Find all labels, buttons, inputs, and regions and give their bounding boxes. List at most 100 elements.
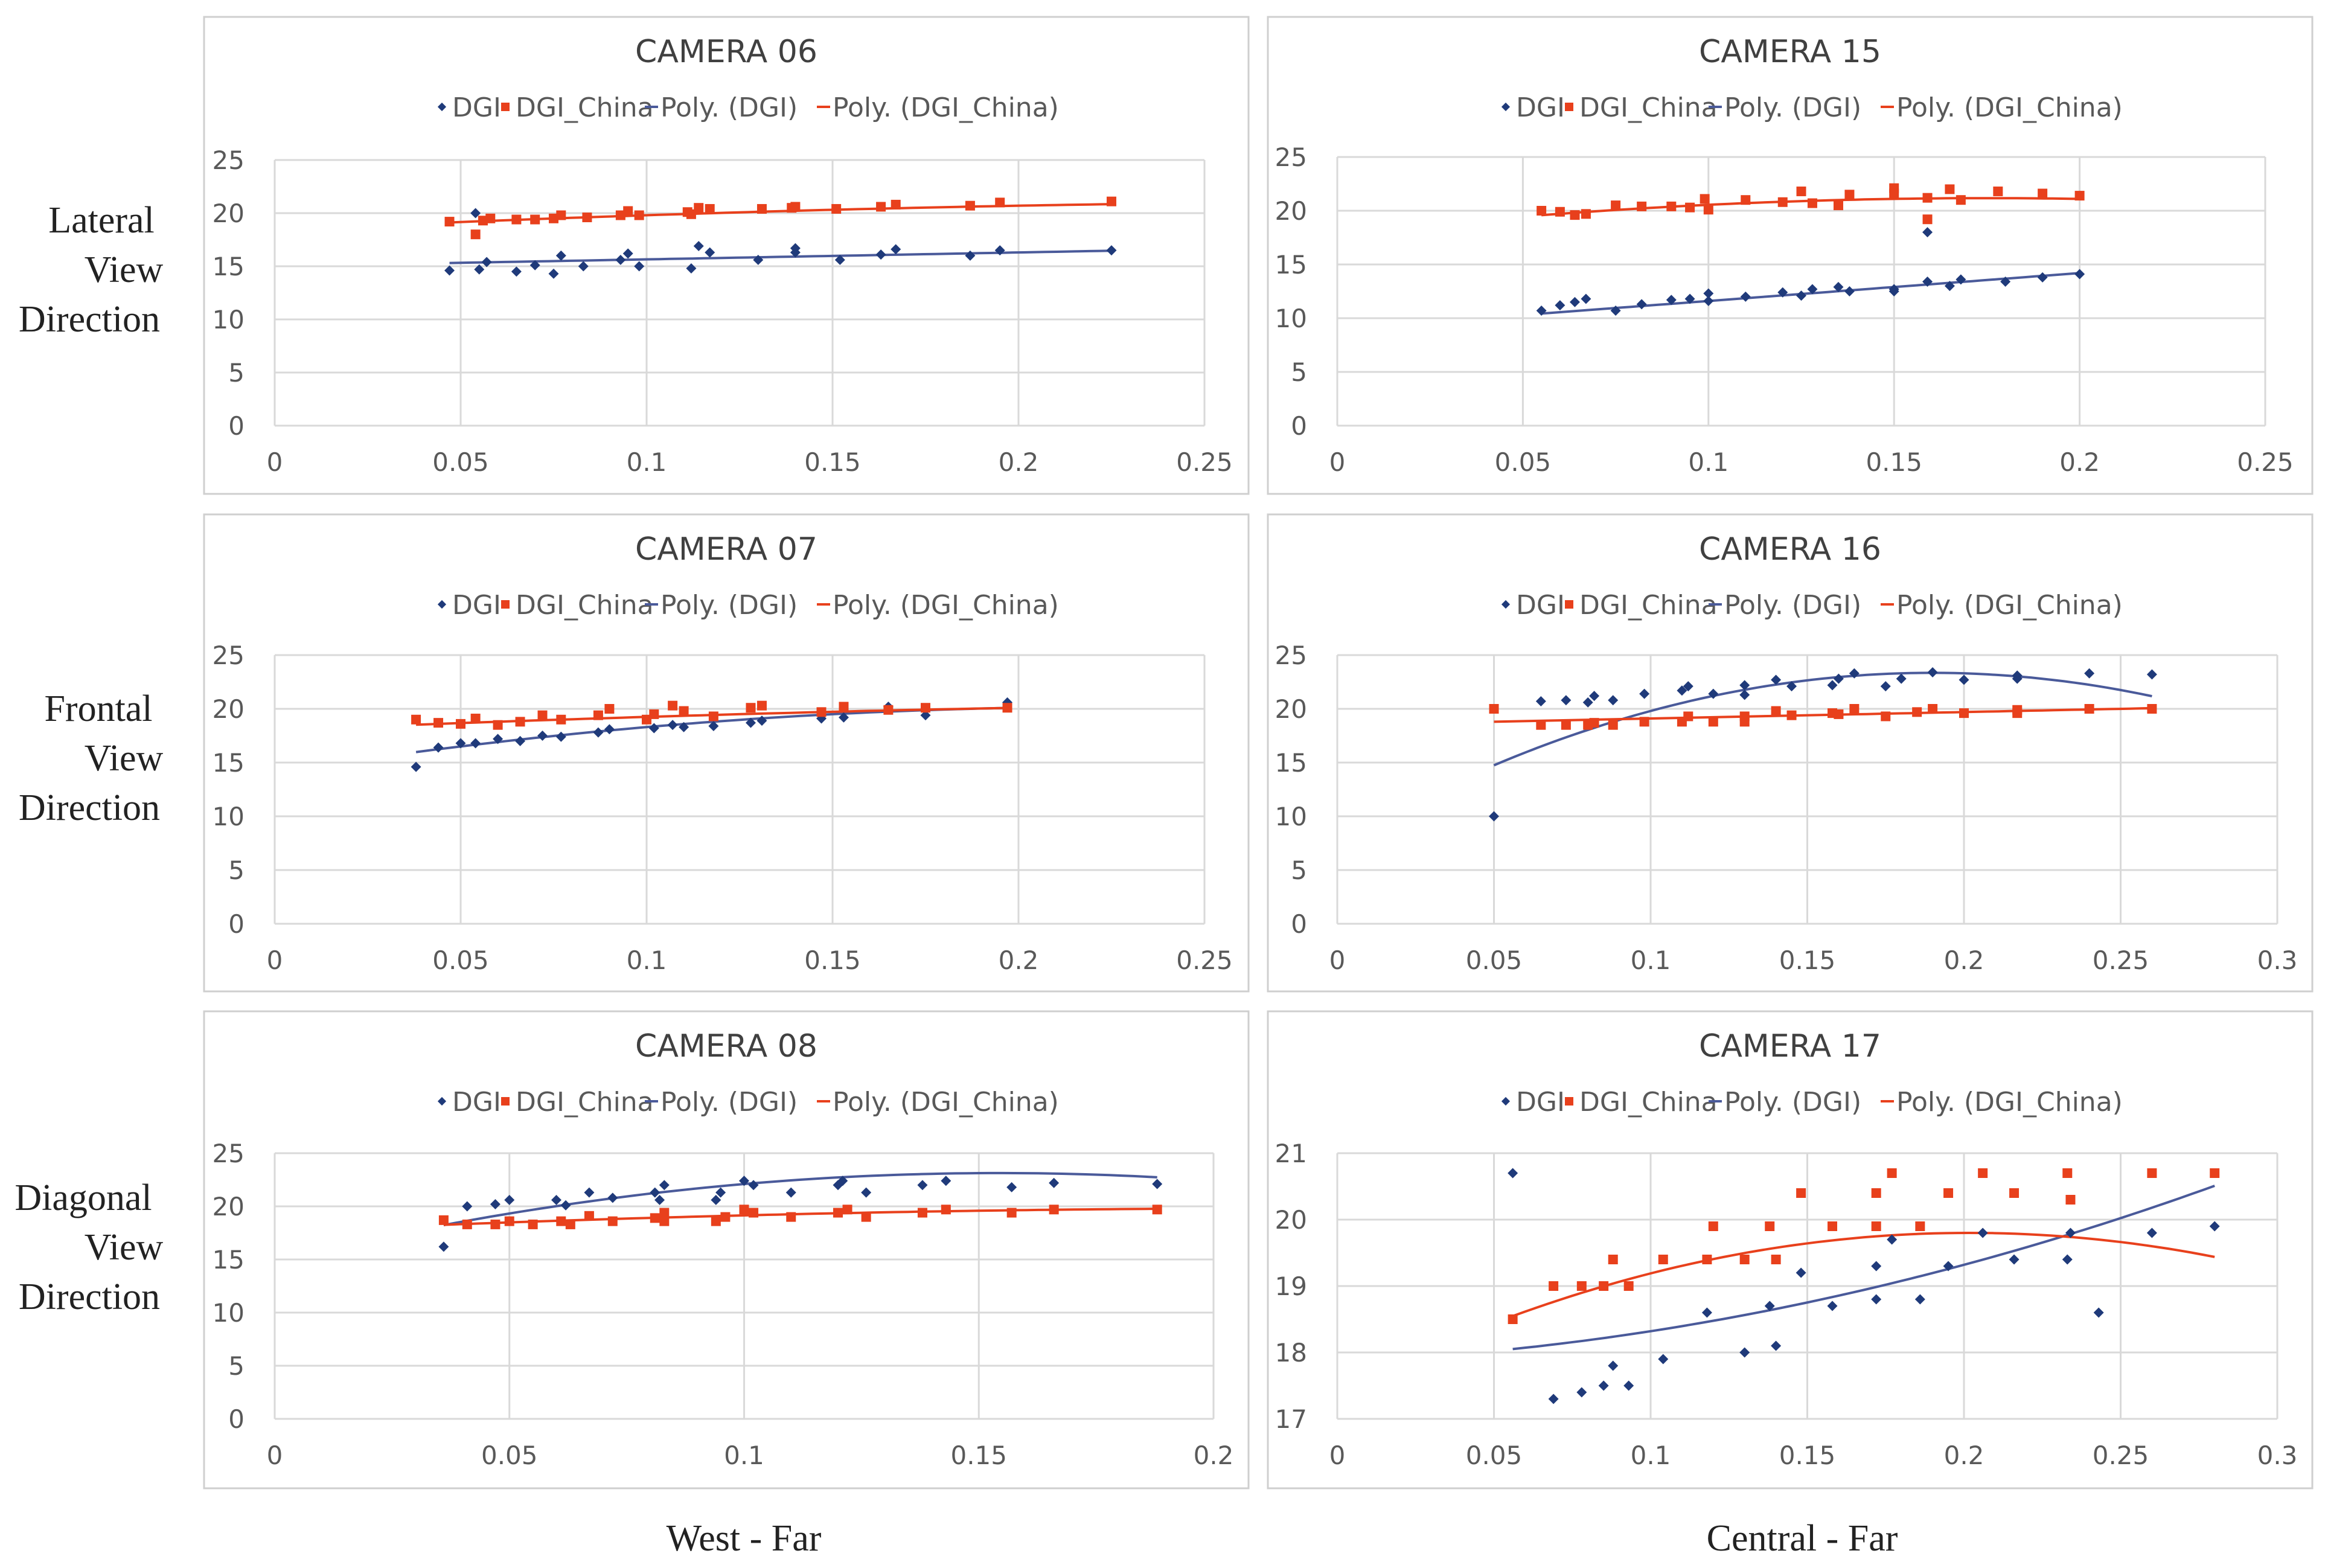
legend-label: DGI_China — [1579, 1087, 1718, 1118]
x-tick-label: 0.05 — [1466, 946, 1523, 975]
data-point — [1637, 201, 1647, 211]
data-point — [831, 203, 842, 214]
data-point — [786, 1212, 796, 1222]
legend-item: Poly. (DGI_China) — [1881, 92, 2123, 123]
legend: DGI DGI_China Poly. (DGI) Poly. (DGI_China) — [437, 1087, 1059, 1118]
legend-item: Poly. (DGI) — [645, 1087, 798, 1118]
legend: DGI DGI_China Poly. (DGI) Poly. (DGI_China) — [1501, 590, 2123, 621]
data-point — [2009, 1188, 2020, 1198]
data-point — [838, 712, 849, 723]
chart-title: CAMERA 15 — [1699, 34, 1881, 70]
legend-item: DGI — [437, 590, 501, 621]
y-tick-label: 5 — [1291, 357, 1307, 387]
data-point — [708, 720, 719, 731]
data-point — [1006, 1208, 1017, 1218]
legend-item: DGI_China — [501, 92, 654, 123]
data-point — [1006, 1182, 1017, 1192]
legend: DGI DGI_China Poly. (DGI) Poly. (DGI_China) — [1501, 1087, 2123, 1118]
y-tick-label: 5 — [228, 358, 245, 388]
data-point — [2074, 191, 2085, 201]
data-point — [485, 213, 496, 223]
row-label-line: View — [85, 1227, 164, 1268]
data-point — [515, 717, 525, 727]
series-dgi-china — [438, 1205, 1162, 1229]
data-point — [607, 1216, 618, 1226]
data-point — [648, 723, 659, 734]
data-point — [2147, 1168, 2157, 1178]
row-label-line: View — [85, 249, 164, 290]
data-point — [1833, 200, 1843, 211]
x-tick-label: 0.05 — [432, 447, 489, 477]
data-point — [556, 210, 566, 220]
legend-marker-square — [501, 1097, 510, 1106]
panel-frame — [203, 16, 1250, 495]
legend-label: DGI — [1516, 590, 1565, 621]
y-tick-label: 0 — [1291, 909, 1307, 939]
data-point — [1922, 193, 1933, 203]
data-point — [1598, 1380, 1609, 1391]
x-tick-label: 0.15 — [804, 946, 861, 975]
data-point — [1708, 1221, 1718, 1231]
chart-title: CAMERA 08 — [635, 1028, 817, 1064]
row-label-line: Direction — [19, 299, 160, 340]
data-point — [839, 702, 849, 712]
data-point — [1881, 711, 1891, 722]
legend-label: Poly. (DGI) — [1724, 92, 1861, 123]
data-point — [604, 704, 615, 714]
panel-frame — [1267, 16, 2314, 495]
data-point — [711, 1216, 721, 1226]
data-point — [493, 720, 503, 730]
data-point — [705, 203, 715, 214]
chart-camera-08: CAMERA 08 DGI DGI_China Poly. (DGI) Poly. (D… — [203, 1010, 1250, 1490]
trendline-dgi-china — [1494, 706, 2152, 723]
data-point — [438, 1241, 449, 1252]
x-tick-label: 0.1 — [1631, 1441, 1671, 1470]
x-tick-label: 0.15 — [950, 1441, 1007, 1470]
data-point — [1928, 704, 1938, 714]
legend-label: Poly. (DGI) — [660, 92, 798, 123]
data-point — [1739, 1255, 1750, 1264]
y-tick-label: 0 — [228, 1404, 245, 1434]
data-point — [2062, 1168, 2073, 1178]
data-point — [1685, 202, 1695, 213]
legend-item: Poly. (DGI_China) — [1881, 590, 2123, 621]
data-point — [745, 717, 756, 728]
x-tick-label: 0.2 — [999, 946, 1039, 975]
data-point — [659, 1180, 670, 1191]
data-point — [785, 1187, 796, 1198]
data-point — [686, 209, 696, 219]
data-point — [504, 1216, 514, 1226]
gridlines — [273, 1152, 1215, 1420]
y-tick-label: 15 — [213, 1245, 245, 1275]
legend-label: DGI — [1516, 92, 1565, 123]
data-point — [1608, 720, 1618, 730]
x-tick-label: 0.05 — [1495, 447, 1552, 477]
data-point — [1049, 1205, 1059, 1215]
data-point — [749, 1208, 759, 1218]
row-label-frontal: Frontal View Direction — [19, 688, 164, 828]
chart-camera-15: CAMERA 15 DGI DGI_China Poly. (DGI) Poly. (D… — [1267, 16, 2314, 495]
data-point — [1658, 1255, 1668, 1264]
x-tick-label: 0.05 — [1466, 1441, 1523, 1470]
x-tick-label: 0.25 — [2237, 447, 2294, 477]
data-point — [2012, 673, 2023, 684]
gridlines — [1336, 1152, 2279, 1420]
data-point — [941, 1176, 951, 1186]
x-tick-label: 0 — [267, 946, 283, 975]
x-tick-label: 0.1 — [627, 447, 667, 477]
y-tick-label: 0 — [1291, 411, 1307, 441]
data-point — [861, 1187, 872, 1198]
data-point — [411, 714, 421, 725]
data-point — [1576, 1281, 1587, 1291]
data-point — [756, 203, 767, 214]
y-tick-label: 20 — [213, 1192, 245, 1221]
legend-item: Poly. (DGI_China) — [817, 92, 1059, 123]
x-tick-label: 0 — [1329, 1441, 1346, 1470]
data-point — [623, 206, 633, 216]
y-tick-label: 10 — [213, 802, 245, 831]
data-point — [2146, 1227, 2157, 1238]
data-point — [584, 1211, 594, 1221]
data-point — [941, 1205, 951, 1215]
data-point — [511, 214, 522, 225]
data-point — [433, 718, 444, 728]
